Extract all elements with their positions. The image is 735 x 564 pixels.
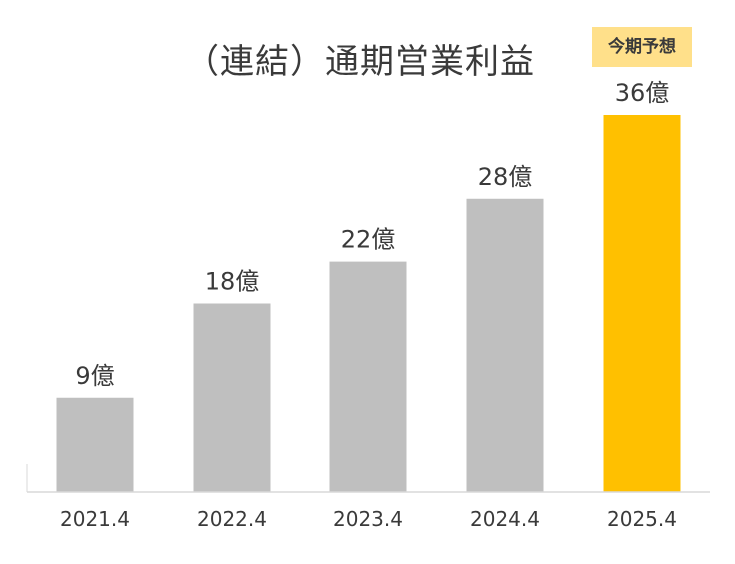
data-label: 36億 [615,79,670,107]
x-tick-label: 2022.4 [197,507,267,531]
bar-2025.4 [603,115,681,492]
x-tick-label: 2023.4 [333,507,403,531]
bar-2024.4 [466,198,544,492]
data-label: 9億 [75,362,114,390]
data-label: 28億 [478,163,533,191]
bar-2021.4 [56,397,134,492]
data-label: 18億 [205,268,260,296]
x-tick-label: 2024.4 [470,507,540,531]
x-tick-label: 2021.4 [60,507,130,531]
bar-2022.4 [193,303,271,492]
chart-title: （連結）通期営業利益 [185,42,535,82]
x-tick-label: 2025.4 [607,507,677,531]
data-label: 22億 [341,226,396,254]
forecast-badge: 今期予想 [592,27,692,67]
bar-2023.4 [329,261,407,492]
